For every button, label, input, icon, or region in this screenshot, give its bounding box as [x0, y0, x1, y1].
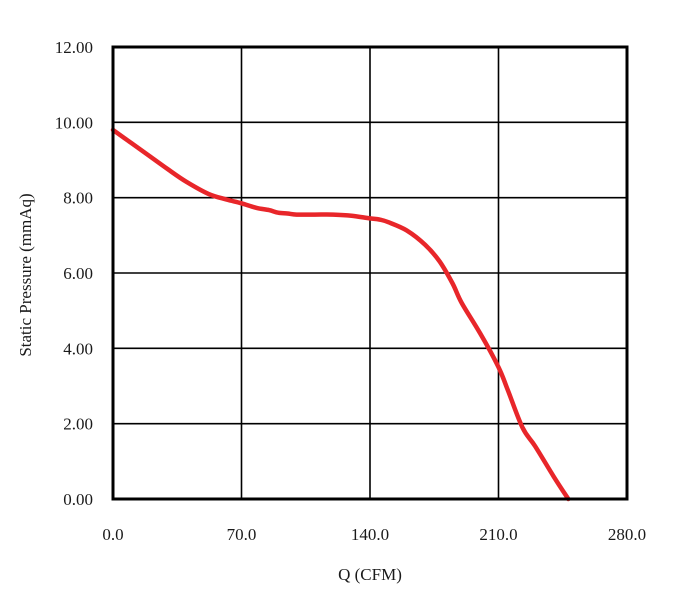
y-tick-label: 10.00 [55, 113, 93, 132]
y-axis-label: Static Pressure (mmAq) [16, 193, 35, 356]
x-axis-label: Q (CFM) [338, 565, 402, 584]
plot-frame [111, 45, 629, 501]
x-tick-label: 70.0 [227, 525, 257, 544]
y-tick-label: 0.00 [63, 490, 93, 509]
y-tick-label: 12.00 [55, 38, 93, 57]
x-tick-labels: 0.0 70.0 140.0 210.0 280.0 [102, 525, 646, 544]
x-tick-label: 280.0 [608, 525, 646, 544]
series-curve [110, 127, 571, 502]
x-tick-label: 140.0 [351, 525, 389, 544]
grid [113, 47, 627, 499]
y-tick-labels: 0.00 2.00 4.00 6.00 8.00 10.00 12.00 [55, 38, 93, 509]
x-tick-label: 0.0 [102, 525, 123, 544]
y-tick-label: 6.00 [63, 264, 93, 283]
y-tick-label: 8.00 [63, 189, 93, 208]
x-tick-label: 210.0 [479, 525, 517, 544]
y-tick-label: 2.00 [63, 415, 93, 434]
y-tick-label: 4.00 [63, 339, 93, 358]
